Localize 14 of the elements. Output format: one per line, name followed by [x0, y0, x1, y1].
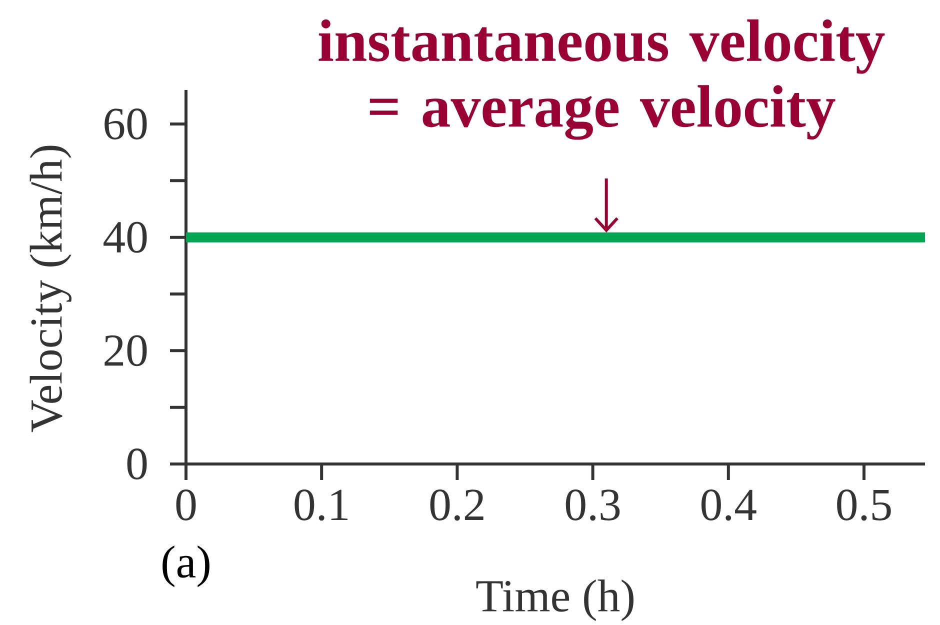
x-tick-label: 0.2 [430, 490, 484, 521]
x-tick-label: 0.1 [294, 490, 348, 521]
x-axis-title: Time (h) [476, 579, 634, 622]
text: (a) [162, 546, 210, 588]
x-tick-label: 0.5 [837, 490, 891, 521]
y-tick-label: 20 [104, 335, 147, 366]
x-tick-label: 0.3 [566, 490, 620, 521]
y-tick-label: 40 [104, 222, 147, 253]
y-axis-title: Velocity (km/h) [30, 146, 72, 432]
y-tick-label: 60 [104, 108, 147, 140]
x-tick-label: 0 [176, 490, 196, 520]
annotation: instantaneous velocity = average velocity [318, 19, 885, 140]
x-tick-label: 0.4 [702, 490, 756, 521]
y-tick-label: 0 [127, 448, 147, 480]
